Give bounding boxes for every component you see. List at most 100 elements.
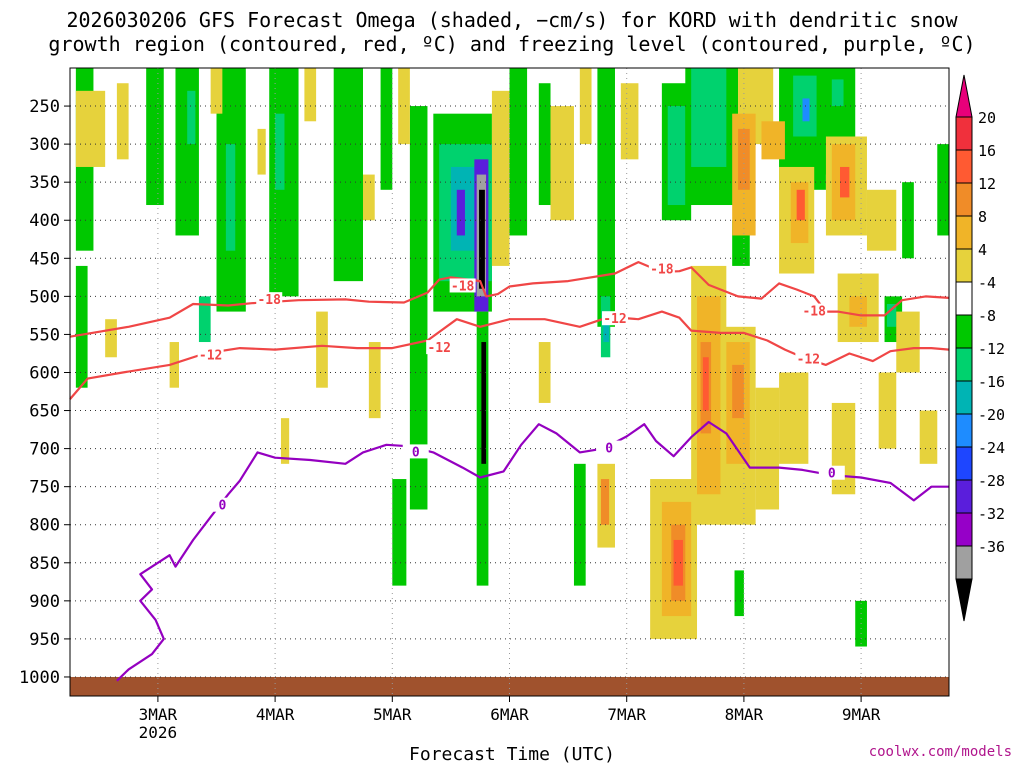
omega-cell: [380, 68, 393, 190]
omega-cell: [878, 372, 897, 449]
x-tick-label: 4MAR: [256, 705, 295, 724]
contour-label: -18: [451, 279, 475, 294]
colorbar-swatch: [955, 347, 973, 382]
y-tick-label: 1000: [19, 668, 60, 688]
colorbar-top-arrow: [955, 74, 973, 118]
y-tick-label: 700: [29, 440, 60, 460]
colorbar: 20 16 12 8 4 -4 -8 -12 -16 -20 -24 -28 -32 -36: [955, 74, 1005, 622]
x-tick-sublabel: 2026: [139, 723, 178, 742]
omega-cell: [75, 265, 88, 388]
omega-shading: [75, 68, 949, 647]
omega-cell: [603, 311, 610, 343]
y-tick-label: 650: [29, 402, 60, 422]
colorbar-bottom-arrow: [955, 578, 973, 622]
colorbar-swatch: [955, 116, 973, 151]
omega-cell: [866, 189, 897, 251]
contour-label: 0: [218, 499, 226, 514]
omega-cell: [667, 106, 686, 206]
contour-labels: -18 -18 -18 -18 -12 -12 -12 -12 0 0 0 0: [197, 261, 845, 514]
omega-cell: [538, 83, 551, 206]
y-tick-label: 850: [29, 554, 60, 574]
contour-label-bg: [795, 351, 822, 366]
contour-freezing_0: [116, 420, 949, 682]
omega-cell: [509, 68, 528, 236]
colorbar-swatch: [955, 413, 973, 448]
omega-cell: [597, 68, 615, 327]
contour-label-bg: [648, 261, 675, 276]
omega-cell: [275, 113, 285, 190]
omega-cell: [333, 68, 363, 282]
colorbar-label: 12: [978, 175, 996, 193]
colorbar-swatch: [955, 545, 973, 580]
omega-cell: [409, 106, 428, 510]
omega-cell: [368, 342, 381, 419]
contour-label-bg: [402, 444, 429, 459]
colorbar-label: -24: [978, 439, 1005, 457]
y-axis: 250 300 350 400 450 500 550 600 650 700 750 800 850 9…: [19, 97, 70, 688]
y-tick-label: 600: [29, 363, 60, 383]
terrain-layer: [70, 676, 949, 696]
colorbar-label: -16: [978, 373, 1005, 391]
colorbar-label: -20: [978, 406, 1005, 424]
x-tick-label: 7MAR: [607, 705, 646, 724]
x-tick-label: 8MAR: [725, 705, 764, 724]
omega-cell: [673, 539, 683, 586]
colorbar-label: 16: [978, 142, 996, 160]
colorbar-label: 8: [978, 208, 987, 226]
x-tick-label: 5MAR: [373, 705, 412, 724]
omega-cell: [902, 182, 914, 259]
colorbar-label: -28: [978, 472, 1005, 490]
omega-cell: [886, 303, 897, 327]
chart-title-line2: growth region (contoured, red, ºC) and f…: [48, 32, 976, 56]
colorbar-label: -32: [978, 505, 1005, 523]
colorbar-label: -4: [978, 274, 996, 292]
omega-cell: [481, 342, 487, 464]
x-tick-label: 3MAR: [139, 705, 178, 724]
contour-label: -18: [257, 293, 281, 308]
colorbar-swatch: [955, 281, 973, 316]
omega-cell: [802, 98, 810, 122]
omega-cell: [702, 357, 709, 411]
colorbar-swatch: [955, 512, 973, 547]
x-tick-label: 9MAR: [842, 705, 881, 724]
terrain-band: [70, 676, 949, 696]
omega-cell: [198, 296, 211, 343]
contour-label: -18: [802, 305, 826, 320]
chart-title-line1: 2026030206 GFS Forecast Omega (shaded, −…: [66, 8, 958, 32]
colorbar-swatch: [955, 149, 973, 184]
omega-cell: [146, 68, 164, 206]
contour-label: -12: [797, 353, 820, 368]
colorbar-swatch: [955, 215, 973, 250]
y-tick-label: 550: [29, 325, 60, 345]
omega-cell: [620, 83, 639, 160]
omega-cell: [755, 387, 780, 510]
contour-label-bg: [601, 311, 628, 326]
omega-cell: [456, 189, 465, 236]
omega-cell: [105, 319, 117, 358]
omega-cell: [761, 121, 785, 160]
contour-label: -12: [427, 341, 450, 356]
colorbar-swatch: [955, 314, 973, 349]
contour-label-bg: [426, 340, 453, 355]
colorbar-swatch: [955, 380, 973, 415]
omega-cell: [538, 342, 551, 403]
omega-cell: [280, 418, 290, 464]
y-tick-label: 900: [29, 592, 60, 612]
contour-label: 0: [605, 442, 613, 457]
y-tick-label: 350: [29, 173, 60, 193]
y-tick-label: 750: [29, 478, 60, 498]
omega-cell: [831, 79, 844, 107]
omega-cell: [734, 570, 744, 617]
omega-cell: [75, 90, 106, 167]
omega-cell: [210, 68, 223, 114]
y-tick-label: 450: [29, 249, 60, 269]
contour-label-bg: [449, 278, 476, 293]
omega-cell: [937, 144, 949, 236]
colorbar-label: 4: [978, 241, 987, 259]
omega-cell: [779, 372, 809, 464]
y-tick-label: 950: [29, 630, 60, 650]
colorbar-swatch: [955, 446, 973, 481]
omega-cell: [392, 479, 407, 586]
